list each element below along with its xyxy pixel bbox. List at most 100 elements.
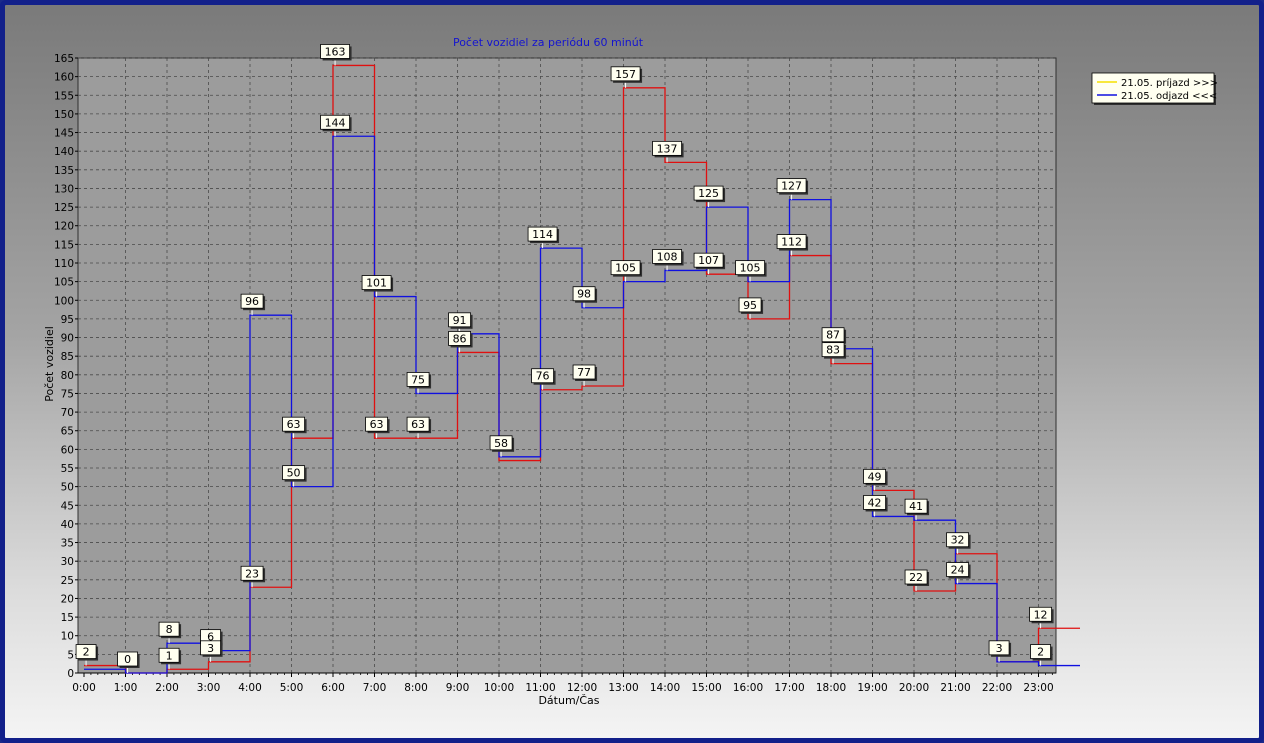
y-tick-label: 165 <box>54 53 74 65</box>
data-labels: 2081639623635016314410163756391865811476… <box>75 44 1054 673</box>
y-tick-label: 130 <box>54 183 74 195</box>
x-tick-label: 22:00 <box>982 682 1012 694</box>
data-label-box <box>282 465 305 481</box>
data-label: 49 <box>863 468 888 491</box>
x-tick-label: 19:00 <box>857 682 887 694</box>
data-label: 0 <box>117 651 140 673</box>
y-tick-label: 60 <box>61 444 74 456</box>
legend: 21.05. príjazd >>> 21.05. odjazd <<< <box>1091 72 1218 105</box>
data-label-box <box>821 327 845 343</box>
data-label: 77 <box>572 364 598 386</box>
data-label: 8 <box>158 621 182 644</box>
data-label-text: 101 <box>366 277 387 290</box>
y-tick-label: 150 <box>54 109 74 121</box>
y-tick-label: 5 <box>67 649 74 661</box>
data-label: 98 <box>572 286 598 308</box>
data-label-box <box>406 372 430 387</box>
data-label: 42 <box>863 495 888 517</box>
y-tick-label: 85 <box>61 351 74 363</box>
x-tick-label: 17:00 <box>774 682 804 694</box>
data-label: 2 <box>1030 644 1053 666</box>
data-label-text: 105 <box>740 262 761 275</box>
y-tick-label: 105 <box>54 277 74 289</box>
data-label-box <box>863 495 886 510</box>
x-tick-label: 8:00 <box>404 682 428 694</box>
data-label: 23 <box>240 565 266 588</box>
data-label-text: 50 <box>287 467 301 480</box>
data-label: 114 <box>527 226 560 249</box>
data-label: 50 <box>282 465 307 487</box>
x-tick-label: 6:00 <box>321 682 345 694</box>
data-label-text: 77 <box>577 366 591 379</box>
data-label-box <box>361 275 392 290</box>
data-label-box <box>448 312 471 328</box>
x-tick-label: 4:00 <box>238 682 262 694</box>
data-label-text: 86 <box>453 332 467 345</box>
data-label-box <box>406 416 430 432</box>
data-label-text: 22 <box>909 571 923 584</box>
legend-label-0: 21.05. príjazd >>> <box>1121 77 1218 89</box>
data-label-box <box>158 647 180 663</box>
x-axis-title: Dátum/Čas <box>538 694 599 707</box>
data-label: 24 <box>946 562 971 584</box>
data-label-text: 114 <box>532 228 553 241</box>
data-label-box <box>904 569 928 585</box>
data-label-text: 137 <box>657 142 678 155</box>
y-axis-title: Počet vozidiel <box>43 326 56 402</box>
y-tick-label: 140 <box>54 146 74 158</box>
data-label-text: 144 <box>325 116 346 129</box>
data-label-text: 112 <box>781 236 802 249</box>
data-label-text: 3 <box>207 642 214 655</box>
data-label-text: 12 <box>1034 608 1048 621</box>
data-label-text: 58 <box>494 437 508 450</box>
data-label-box <box>652 140 682 156</box>
y-tick-label: 155 <box>54 90 74 102</box>
data-label-text: 83 <box>826 344 840 357</box>
data-label: 22 <box>904 569 930 591</box>
data-label-text: 98 <box>577 288 591 301</box>
y-tick-label: 160 <box>54 72 74 84</box>
data-label: 107 <box>693 252 726 275</box>
data-label: 137 <box>652 140 684 163</box>
data-label-text: 76 <box>536 370 550 383</box>
data-label: 105 <box>735 260 767 282</box>
axes: 0510152025303540455055606570758085909510… <box>54 53 1056 694</box>
chart-title: Počet vozidiel za periódu 60 minút <box>453 36 644 49</box>
data-label-box <box>158 621 180 637</box>
data-label: 112 <box>776 234 809 256</box>
data-label-box <box>610 66 641 82</box>
grid <box>78 57 1056 673</box>
data-label-text: 0 <box>124 653 131 666</box>
x-tick-label: 11:00 <box>525 682 555 694</box>
data-label: 157 <box>610 66 643 88</box>
data-label-text: 2 <box>1037 646 1044 659</box>
data-label-text: 8 <box>166 623 173 636</box>
data-label: 63 <box>406 416 432 439</box>
data-label: 108 <box>652 249 684 271</box>
y-tick-label: 15 <box>61 612 74 624</box>
x-tick-label: 18:00 <box>816 682 846 694</box>
data-label-text: 95 <box>743 299 757 312</box>
x-tick-label: 2:00 <box>155 682 179 694</box>
data-label-box <box>946 562 969 577</box>
y-tick-label: 145 <box>54 128 74 140</box>
data-label-box <box>776 234 807 249</box>
data-label: 105 <box>610 260 643 282</box>
data-label-text: 63 <box>287 418 301 431</box>
data-label-box <box>527 226 558 242</box>
data-label-box <box>572 286 596 302</box>
data-label-text: 3 <box>996 642 1003 655</box>
data-label-box <box>946 532 969 548</box>
x-tick-label: 10:00 <box>484 682 514 694</box>
data-label: 63 <box>282 416 307 439</box>
data-label-box <box>610 260 641 276</box>
data-label-box <box>365 416 388 432</box>
data-label-text: 157 <box>615 68 636 81</box>
y-tick-label: 30 <box>61 556 74 568</box>
y-tick-label: 125 <box>54 202 74 214</box>
y-tick-label: 0 <box>67 668 74 680</box>
data-label-box <box>240 293 264 309</box>
data-label-text: 63 <box>411 418 425 431</box>
y-tick-label: 110 <box>54 258 74 270</box>
x-tick-label: 12:00 <box>567 682 597 694</box>
